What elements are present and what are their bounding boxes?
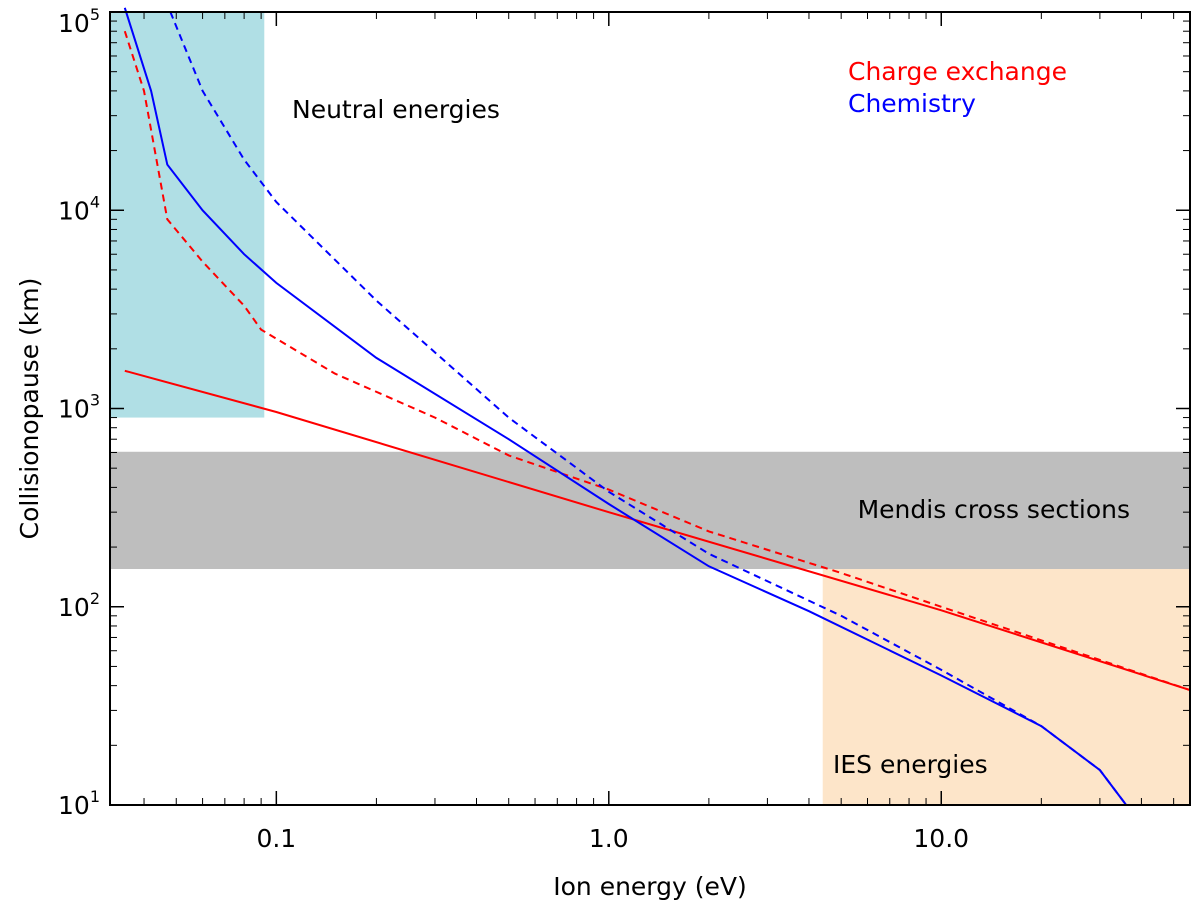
x-axis-title: Ion energy (eV) xyxy=(553,872,747,901)
y-tick-label: 103 xyxy=(58,391,100,424)
data-series xyxy=(123,7,1191,806)
y-tick-label: 105 xyxy=(58,5,100,38)
region-neutral-energies xyxy=(110,12,265,418)
region-mendis-cross-sections xyxy=(110,451,1190,570)
y-tick-label: 102 xyxy=(58,589,100,622)
x-tick-label: 1.0 xyxy=(589,824,629,853)
series-line-3 xyxy=(123,7,1127,806)
region-labels: Neutral energies Mendis cross sections IES… xyxy=(292,95,1130,779)
x-tick-label: 10.0 xyxy=(913,824,969,853)
y-axis-title: Collisionopause (km) xyxy=(15,278,44,540)
tick-labels: 0.1 1.0 10.0 101 102 103 104 105 xyxy=(58,5,969,853)
y-tick-label: 104 xyxy=(58,192,100,225)
legend-item-chemistry: Chemistry xyxy=(848,89,976,118)
region-label-ies-energies: IES energies xyxy=(833,750,988,779)
x-tick-label: 0.1 xyxy=(256,824,296,853)
region-label-mendis-cross-sections: Mendis cross sections xyxy=(858,495,1130,524)
series-line-1 xyxy=(124,369,1191,692)
axis-ticks xyxy=(110,11,1190,806)
region-label-neutral-energies: Neutral energies xyxy=(292,95,500,124)
series-line-4 xyxy=(169,11,1127,806)
y-tick-label: 101 xyxy=(58,787,100,820)
legend-item-charge-exchange: Charge exchange xyxy=(848,57,1067,86)
shaded-regions xyxy=(110,12,1190,805)
legend: Charge exchange Chemistry xyxy=(848,57,1067,118)
region-ies-energies xyxy=(822,569,1190,805)
